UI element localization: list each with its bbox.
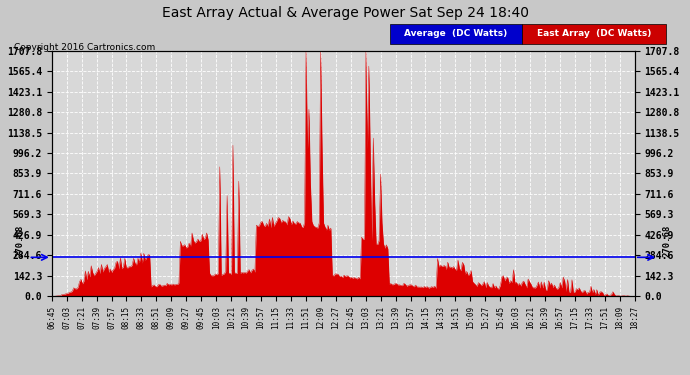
- Text: 270.68: 270.68: [662, 225, 671, 257]
- Text: East Array  (DC Watts): East Array (DC Watts): [537, 30, 651, 39]
- Text: East Array Actual & Average Power Sat Sep 24 18:40: East Array Actual & Average Power Sat Se…: [161, 6, 529, 20]
- Text: Copyright 2016 Cartronics.com: Copyright 2016 Cartronics.com: [14, 43, 155, 52]
- Text: Average  (DC Watts): Average (DC Watts): [404, 30, 508, 39]
- Text: 270.68: 270.68: [15, 225, 24, 257]
